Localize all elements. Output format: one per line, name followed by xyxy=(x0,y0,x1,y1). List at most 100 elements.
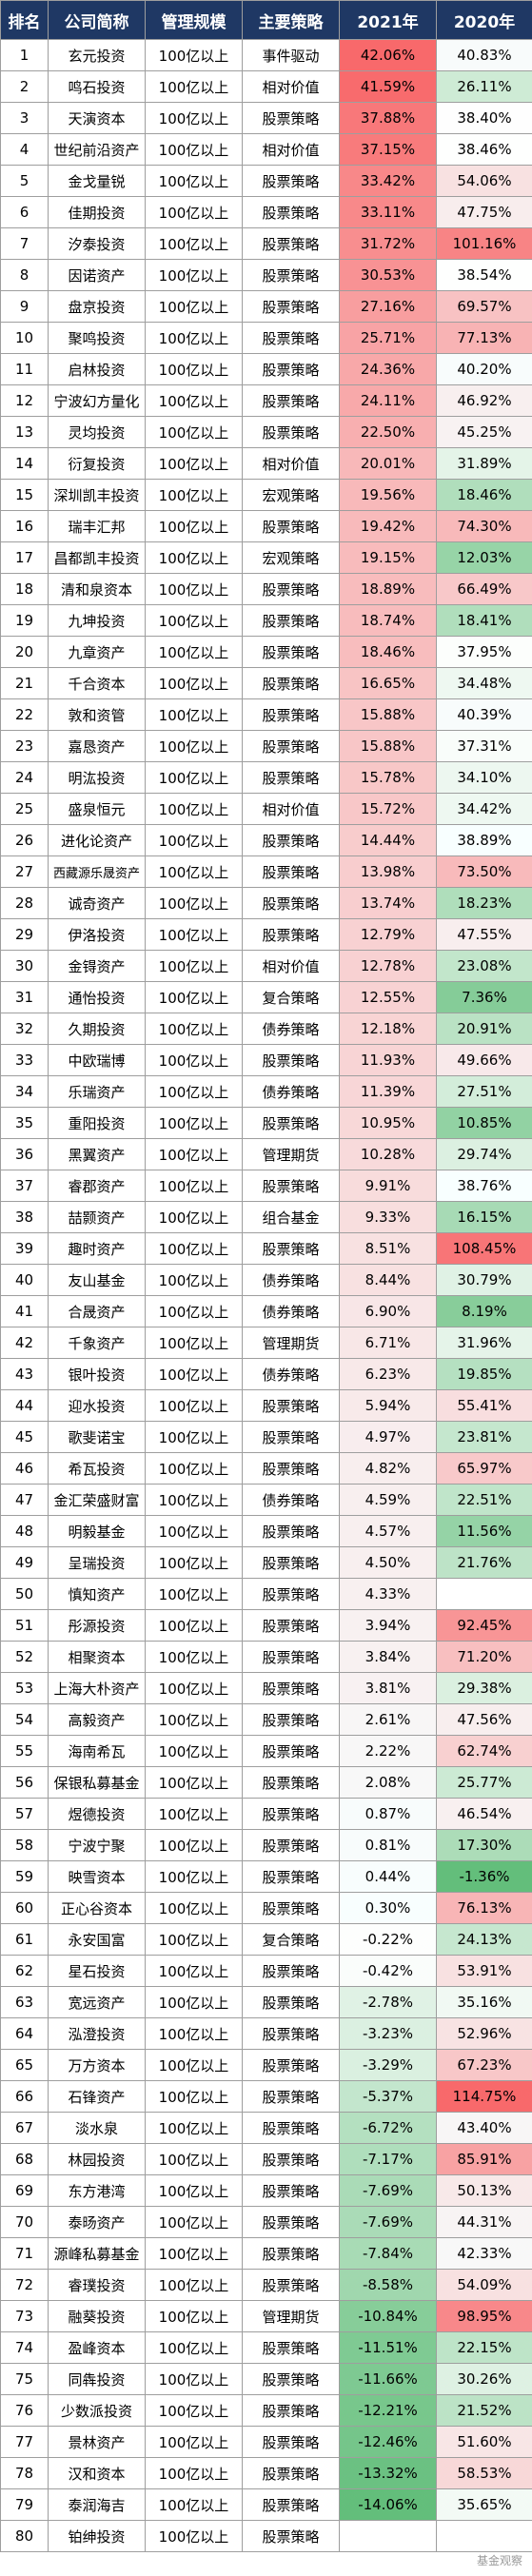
return-2020-cell: 76.13% xyxy=(436,1892,532,1924)
return-2021-cell: 14.44% xyxy=(339,824,437,856)
scale-cell: 100亿以上 xyxy=(145,165,243,197)
header-2020: 2020年 xyxy=(436,0,532,40)
return-2021-cell: 4.57% xyxy=(339,1515,437,1547)
return-2021-cell: -12.46% xyxy=(339,2426,437,2458)
rank-cell: 61 xyxy=(0,1923,49,1956)
table-row: 1 玄元投资 100亿以上 事件驱动 42.06% 40.83% xyxy=(0,39,532,71)
table-row: 72 睿璞投资 100亿以上 股票策略 -8.58% 54.09% xyxy=(0,2269,532,2301)
table-row: 18 清和泉资本 100亿以上 股票策略 18.89% 66.49% xyxy=(0,573,532,605)
return-2021-cell: 9.91% xyxy=(339,1170,437,1202)
strategy-cell: 股票策略 xyxy=(242,384,340,417)
rank-cell: 13 xyxy=(0,416,49,448)
scale-cell: 100亿以上 xyxy=(145,1295,243,1327)
return-2021-cell: 13.98% xyxy=(339,855,437,888)
table-row: 8 因诺资产 100亿以上 股票策略 30.53% 38.54% xyxy=(0,259,532,291)
strategy-cell: 股票策略 xyxy=(242,1735,340,1767)
rank-cell: 72 xyxy=(0,2269,49,2301)
company-cell: 乐瑞资产 xyxy=(48,1075,146,1108)
rank-cell: 53 xyxy=(0,1672,49,1704)
company-cell: 盈峰资本 xyxy=(48,2331,146,2364)
return-2020-cell: 54.09% xyxy=(436,2269,532,2301)
strategy-cell: 股票策略 xyxy=(242,2143,340,2175)
company-cell: 千象资产 xyxy=(48,1327,146,1359)
company-cell: 明汯投资 xyxy=(48,761,146,794)
return-2021-cell: 41.59% xyxy=(339,70,437,103)
strategy-cell: 债券策略 xyxy=(242,1075,340,1108)
strategy-cell: 股票策略 xyxy=(242,510,340,542)
scale-cell: 100亿以上 xyxy=(145,541,243,574)
return-2020-cell: 16.15% xyxy=(436,1201,532,1233)
company-cell: 世纪前沿资产 xyxy=(48,133,146,166)
return-2021-cell: 15.88% xyxy=(339,730,437,762)
strategy-cell: 股票策略 xyxy=(242,165,340,197)
company-cell: 聚鸣投资 xyxy=(48,322,146,354)
return-2020-cell: 29.38% xyxy=(436,1672,532,1704)
strategy-cell: 复合策略 xyxy=(242,981,340,1013)
scale-cell: 100亿以上 xyxy=(145,950,243,982)
company-cell: 天演资本 xyxy=(48,102,146,134)
table-row: 78 汉和资本 100亿以上 股票策略 -13.32% 58.53% xyxy=(0,2457,532,2489)
rank-cell: 46 xyxy=(0,1452,49,1485)
rank-cell: 6 xyxy=(0,196,49,228)
rank-cell: 47 xyxy=(0,1484,49,1516)
table-row: 13 灵均投资 100亿以上 股票策略 22.50% 45.25% xyxy=(0,416,532,448)
strategy-cell: 股票策略 xyxy=(242,1766,340,1799)
return-2021-cell: 8.51% xyxy=(339,1232,437,1265)
return-2021-cell: -10.84% xyxy=(339,2300,437,2332)
scale-cell: 100亿以上 xyxy=(145,855,243,888)
scale-cell: 100亿以上 xyxy=(145,1044,243,1076)
scale-cell: 100亿以上 xyxy=(145,1609,243,1642)
return-2020-cell: 44.31% xyxy=(436,2206,532,2238)
strategy-cell: 股票策略 xyxy=(242,2017,340,2050)
rank-cell: 27 xyxy=(0,855,49,888)
rank-cell: 18 xyxy=(0,573,49,605)
table-row: 47 金汇荣盛财富 100亿以上 债券策略 4.59% 22.51% xyxy=(0,1484,532,1516)
company-cell: 汉和资本 xyxy=(48,2457,146,2489)
scale-cell: 100亿以上 xyxy=(145,667,243,699)
strategy-cell: 股票策略 xyxy=(242,604,340,637)
rank-cell: 68 xyxy=(0,2143,49,2175)
scale-cell: 100亿以上 xyxy=(145,259,243,291)
return-2021-cell: 15.88% xyxy=(339,698,437,731)
table-row: 35 重阳投资 100亿以上 股票策略 10.95% 10.85% xyxy=(0,1107,532,1139)
rank-cell: 40 xyxy=(0,1264,49,1296)
strategy-cell: 宏观策略 xyxy=(242,479,340,511)
rank-cell: 54 xyxy=(0,1703,49,1736)
return-2021-cell: 24.11% xyxy=(339,384,437,417)
table-row: 76 少数派投资 100亿以上 股票策略 -12.21% 21.52% xyxy=(0,2394,532,2427)
rank-cell: 74 xyxy=(0,2331,49,2364)
scale-cell: 100亿以上 xyxy=(145,70,243,103)
return-2020-cell: 20.91% xyxy=(436,1013,532,1045)
rank-cell: 15 xyxy=(0,479,49,511)
rank-cell: 44 xyxy=(0,1389,49,1422)
scale-cell: 100亿以上 xyxy=(145,2488,243,2521)
table-row: 2 鸣石投资 100亿以上 相对价值 41.59% 26.11% xyxy=(0,70,532,103)
return-2021-cell: 4.97% xyxy=(339,1421,437,1453)
scale-cell: 100亿以上 xyxy=(145,1232,243,1265)
rank-cell: 76 xyxy=(0,2394,49,2427)
company-cell: 融葵投资 xyxy=(48,2300,146,2332)
table-row: 52 相聚资本 100亿以上 股票策略 3.84% 71.20% xyxy=(0,1641,532,1673)
scale-cell: 100亿以上 xyxy=(145,2112,243,2144)
strategy-cell: 股票策略 xyxy=(242,353,340,385)
scale-cell: 100亿以上 xyxy=(145,1892,243,1924)
strategy-cell: 股票策略 xyxy=(242,1107,340,1139)
table-row: 41 合晟资产 100亿以上 债券策略 6.90% 8.19% xyxy=(0,1295,532,1327)
company-cell: 宁波幻方量化 xyxy=(48,384,146,417)
rank-cell: 62 xyxy=(0,1955,49,1987)
scale-cell: 100亿以上 xyxy=(145,2457,243,2489)
table-row: 62 星石投资 100亿以上 股票策略 -0.42% 53.91% xyxy=(0,1955,532,1987)
rank-cell: 45 xyxy=(0,1421,49,1453)
return-2021-cell: 0.30% xyxy=(339,1892,437,1924)
rank-cell: 20 xyxy=(0,636,49,668)
rank-cell: 7 xyxy=(0,227,49,260)
strategy-cell: 股票策略 xyxy=(242,1860,340,1893)
return-2021-cell: 4.82% xyxy=(339,1452,437,1485)
strategy-cell: 股票策略 xyxy=(242,1986,340,2018)
strategy-cell: 股票策略 xyxy=(242,761,340,794)
table-row: 74 盈峰资本 100亿以上 股票策略 -11.51% 22.15% xyxy=(0,2331,532,2364)
table-row: 64 泓澄投资 100亿以上 股票策略 -3.23% 52.96% xyxy=(0,2017,532,2050)
company-cell: 嘉恳资产 xyxy=(48,730,146,762)
return-2021-cell: 12.79% xyxy=(339,918,437,951)
scale-cell: 100亿以上 xyxy=(145,1170,243,1202)
